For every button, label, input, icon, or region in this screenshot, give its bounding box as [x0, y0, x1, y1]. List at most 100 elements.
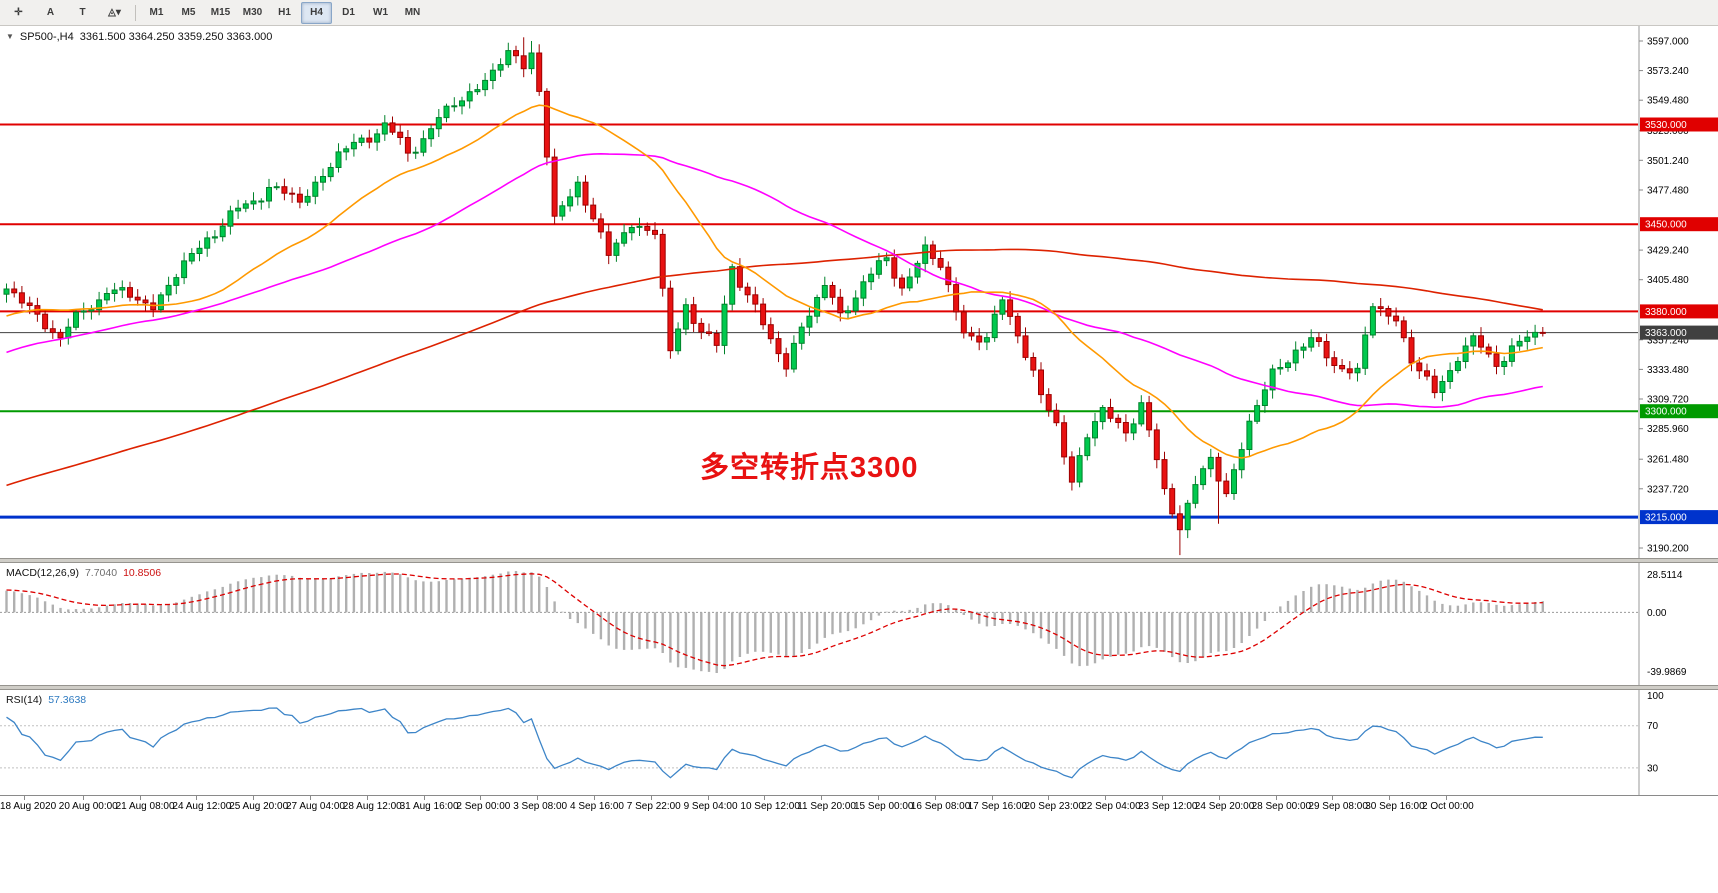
svg-text:3237.720: 3237.720	[1647, 484, 1689, 495]
svg-text:3357.240: 3357.240	[1647, 335, 1689, 346]
svg-text:30: 30	[1647, 763, 1659, 774]
time-axis-tick	[878, 796, 879, 800]
shapes-dropdown-tool-button[interactable]: ◬▾	[108, 7, 121, 18]
symbol-period-label: SP500-,H4	[19, 31, 74, 43]
time-axis-tick	[310, 796, 311, 800]
crosshair-tool-button[interactable]: ✛	[14, 7, 23, 18]
timeframe-button-m30[interactable]: M30	[242, 7, 263, 18]
svg-text:3549.480: 3549.480	[1647, 96, 1689, 107]
time-axis-tick	[1105, 796, 1107, 800]
panel-splitter[interactable]	[0, 558, 1718, 563]
time-axis-label: 27 Aug 04:00	[286, 801, 345, 812]
ohlc-values: 3361.500 3364.250 3359.250 3363.000	[79, 31, 273, 43]
timeframe-button-w1[interactable]: W1	[373, 7, 388, 18]
svg-text:28.5114: 28.5114	[1647, 570, 1683, 581]
svg-text:3597.000: 3597.000	[1647, 37, 1689, 48]
time-axis-label: 18 Aug 2020	[0, 801, 57, 812]
svg-text:3363.000: 3363.000	[1645, 328, 1687, 339]
svg-text:3525.000: 3525.000	[1647, 126, 1689, 137]
svg-text:100: 100	[1647, 691, 1664, 702]
time-axis-label: 30 Sep 16:00	[1365, 801, 1425, 812]
svg-text:3501.240: 3501.240	[1647, 156, 1689, 167]
time-axis-tick	[82, 796, 84, 800]
time-axis-label: 4 Sep 16:00	[570, 801, 624, 812]
svg-text:-39.9869: -39.9869	[1647, 667, 1687, 678]
rsi-canvas[interactable]: 100 70 30	[0, 690, 1718, 795]
time-axis-label: 21 Aug 08:00	[115, 801, 175, 812]
time-axis-tick	[253, 796, 255, 800]
svg-text:3450.000: 3450.000	[1645, 220, 1687, 231]
time-axis-tick	[650, 796, 652, 800]
time-axis-label: 16 Sep 08:00	[910, 801, 971, 812]
time-axis-tick	[1275, 796, 1277, 800]
window-bottom-area	[0, 817, 1718, 893]
time-axis-label: 20 Sep 23:00	[1024, 801, 1084, 812]
time-axis-label: 28 Sep 00:00	[1251, 801, 1312, 812]
time-axis-label: 22 Sep 04:00	[1081, 801, 1141, 812]
svg-text:70: 70	[1647, 721, 1659, 732]
chart-text-annotation: 多空转折点3300	[700, 452, 919, 484]
timeframe-button-h1[interactable]: H1	[278, 7, 291, 18]
time-axis-tick	[1332, 796, 1334, 800]
text-box-tool-button[interactable]: T	[79, 7, 86, 18]
macd-label: MACD(12,26,9) 7.7040 10.8506	[6, 567, 162, 579]
svg-text:3261.480: 3261.480	[1647, 455, 1689, 466]
svg-text:3573.240: 3573.240	[1647, 66, 1689, 77]
panel-splitter[interactable]	[0, 685, 1718, 690]
time-axis-tick	[24, 796, 25, 800]
time-axis-tick	[991, 796, 993, 800]
time-axis[interactable]: 18 Aug 2020 20 Aug 00:00 21 Aug 08:00 24 Au…	[0, 795, 1718, 817]
timeframe-button-h4[interactable]: H4	[301, 1, 332, 24]
macd-canvas[interactable]: 28.5114 0.00 -39.9869	[0, 563, 1718, 685]
svg-text:3530.000: 3530.000	[1645, 120, 1687, 131]
price-chart-panel: 3597.000 3573.240 3549.480 3525.000 3501.240…	[0, 26, 1718, 558]
toolbar: ✛ A T ◬▾ M1 M5 M15 M30 H1 H4 D1 W1 MN	[0, 0, 1718, 26]
time-axis-tick	[934, 796, 936, 800]
timeframe-button-mn[interactable]: MN	[404, 7, 421, 18]
timeframe-button-d1[interactable]: D1	[342, 7, 355, 18]
svg-text:3285.960: 3285.960	[1647, 424, 1689, 435]
collapse-chart-icon: ▼	[6, 32, 14, 41]
svg-text:3333.480: 3333.480	[1647, 365, 1689, 376]
time-axis-tick	[1446, 796, 1447, 800]
svg-text:3380.000: 3380.000	[1645, 307, 1687, 318]
time-axis-tick	[1218, 796, 1220, 800]
macd-indicator-panel: 28.5114 0.00 -39.9869 MACD(12,26,9) 7.7040 1…	[0, 563, 1718, 685]
time-axis-tick	[1048, 796, 1050, 800]
time-axis-label: 9 Sep 04:00	[683, 801, 738, 812]
time-axis-label: 20 Aug 00:00	[58, 801, 118, 812]
time-axis-tick	[480, 796, 482, 800]
time-axis-label: 3 Sep 08:00	[513, 801, 568, 812]
time-axis-label: 2 Sep 00:00	[456, 801, 511, 812]
svg-text:3405.480: 3405.480	[1647, 275, 1689, 286]
time-axis-label: 17 Sep 16:00	[967, 801, 1028, 812]
time-axis-tick	[139, 796, 141, 800]
svg-text:3190.200: 3190.200	[1647, 544, 1689, 555]
time-axis-label: 24 Sep 20:00	[1194, 801, 1255, 812]
chart-title: ▼ SP500-,H4 3361.500 3364.250 3359.250 3…	[6, 31, 272, 43]
time-axis-label: 29 Sep 08:00	[1308, 801, 1368, 812]
time-axis-label: 28 Aug 12:00	[342, 801, 402, 812]
timeframe-buttons-group: M1 M5 M15 M30 H1 H4 D1 W1 MN	[141, 1, 428, 24]
rsi-label: RSI(14) 57.3638	[6, 694, 87, 706]
time-axis-tick	[1389, 796, 1391, 800]
rsi-indicator-panel: 100 70 30 RSI(14) 57.3638	[0, 690, 1718, 795]
drawing-tools-group: ✛ A T ◬▾	[3, 2, 130, 24]
time-axis-tick	[537, 796, 539, 800]
time-axis-tick	[594, 796, 595, 800]
text-label-tool-button[interactable]: A	[46, 7, 55, 18]
price-chart-canvas[interactable]: 3597.000 3573.240 3549.480 3525.000 3501.240…	[0, 26, 1718, 558]
timeframe-button-m5[interactable]: M5	[181, 7, 196, 18]
time-axis-tick	[821, 796, 823, 800]
time-axis-label: 23 Sep 12:00	[1138, 801, 1198, 812]
timeframe-button-m1[interactable]: M1	[149, 7, 164, 18]
time-axis-tick	[196, 796, 198, 800]
svg-text:3477.480: 3477.480	[1647, 186, 1689, 197]
time-axis-tick	[1162, 796, 1163, 800]
timeframe-button-m15[interactable]: M15	[210, 7, 231, 18]
time-axis-label: 11 Sep 20:00	[797, 801, 856, 812]
time-axis-label: 15 Sep 00:00	[854, 801, 914, 812]
svg-text:3300.000: 3300.000	[1645, 407, 1687, 418]
time-axis-tick	[764, 796, 766, 800]
svg-text:0.00: 0.00	[1647, 608, 1667, 619]
